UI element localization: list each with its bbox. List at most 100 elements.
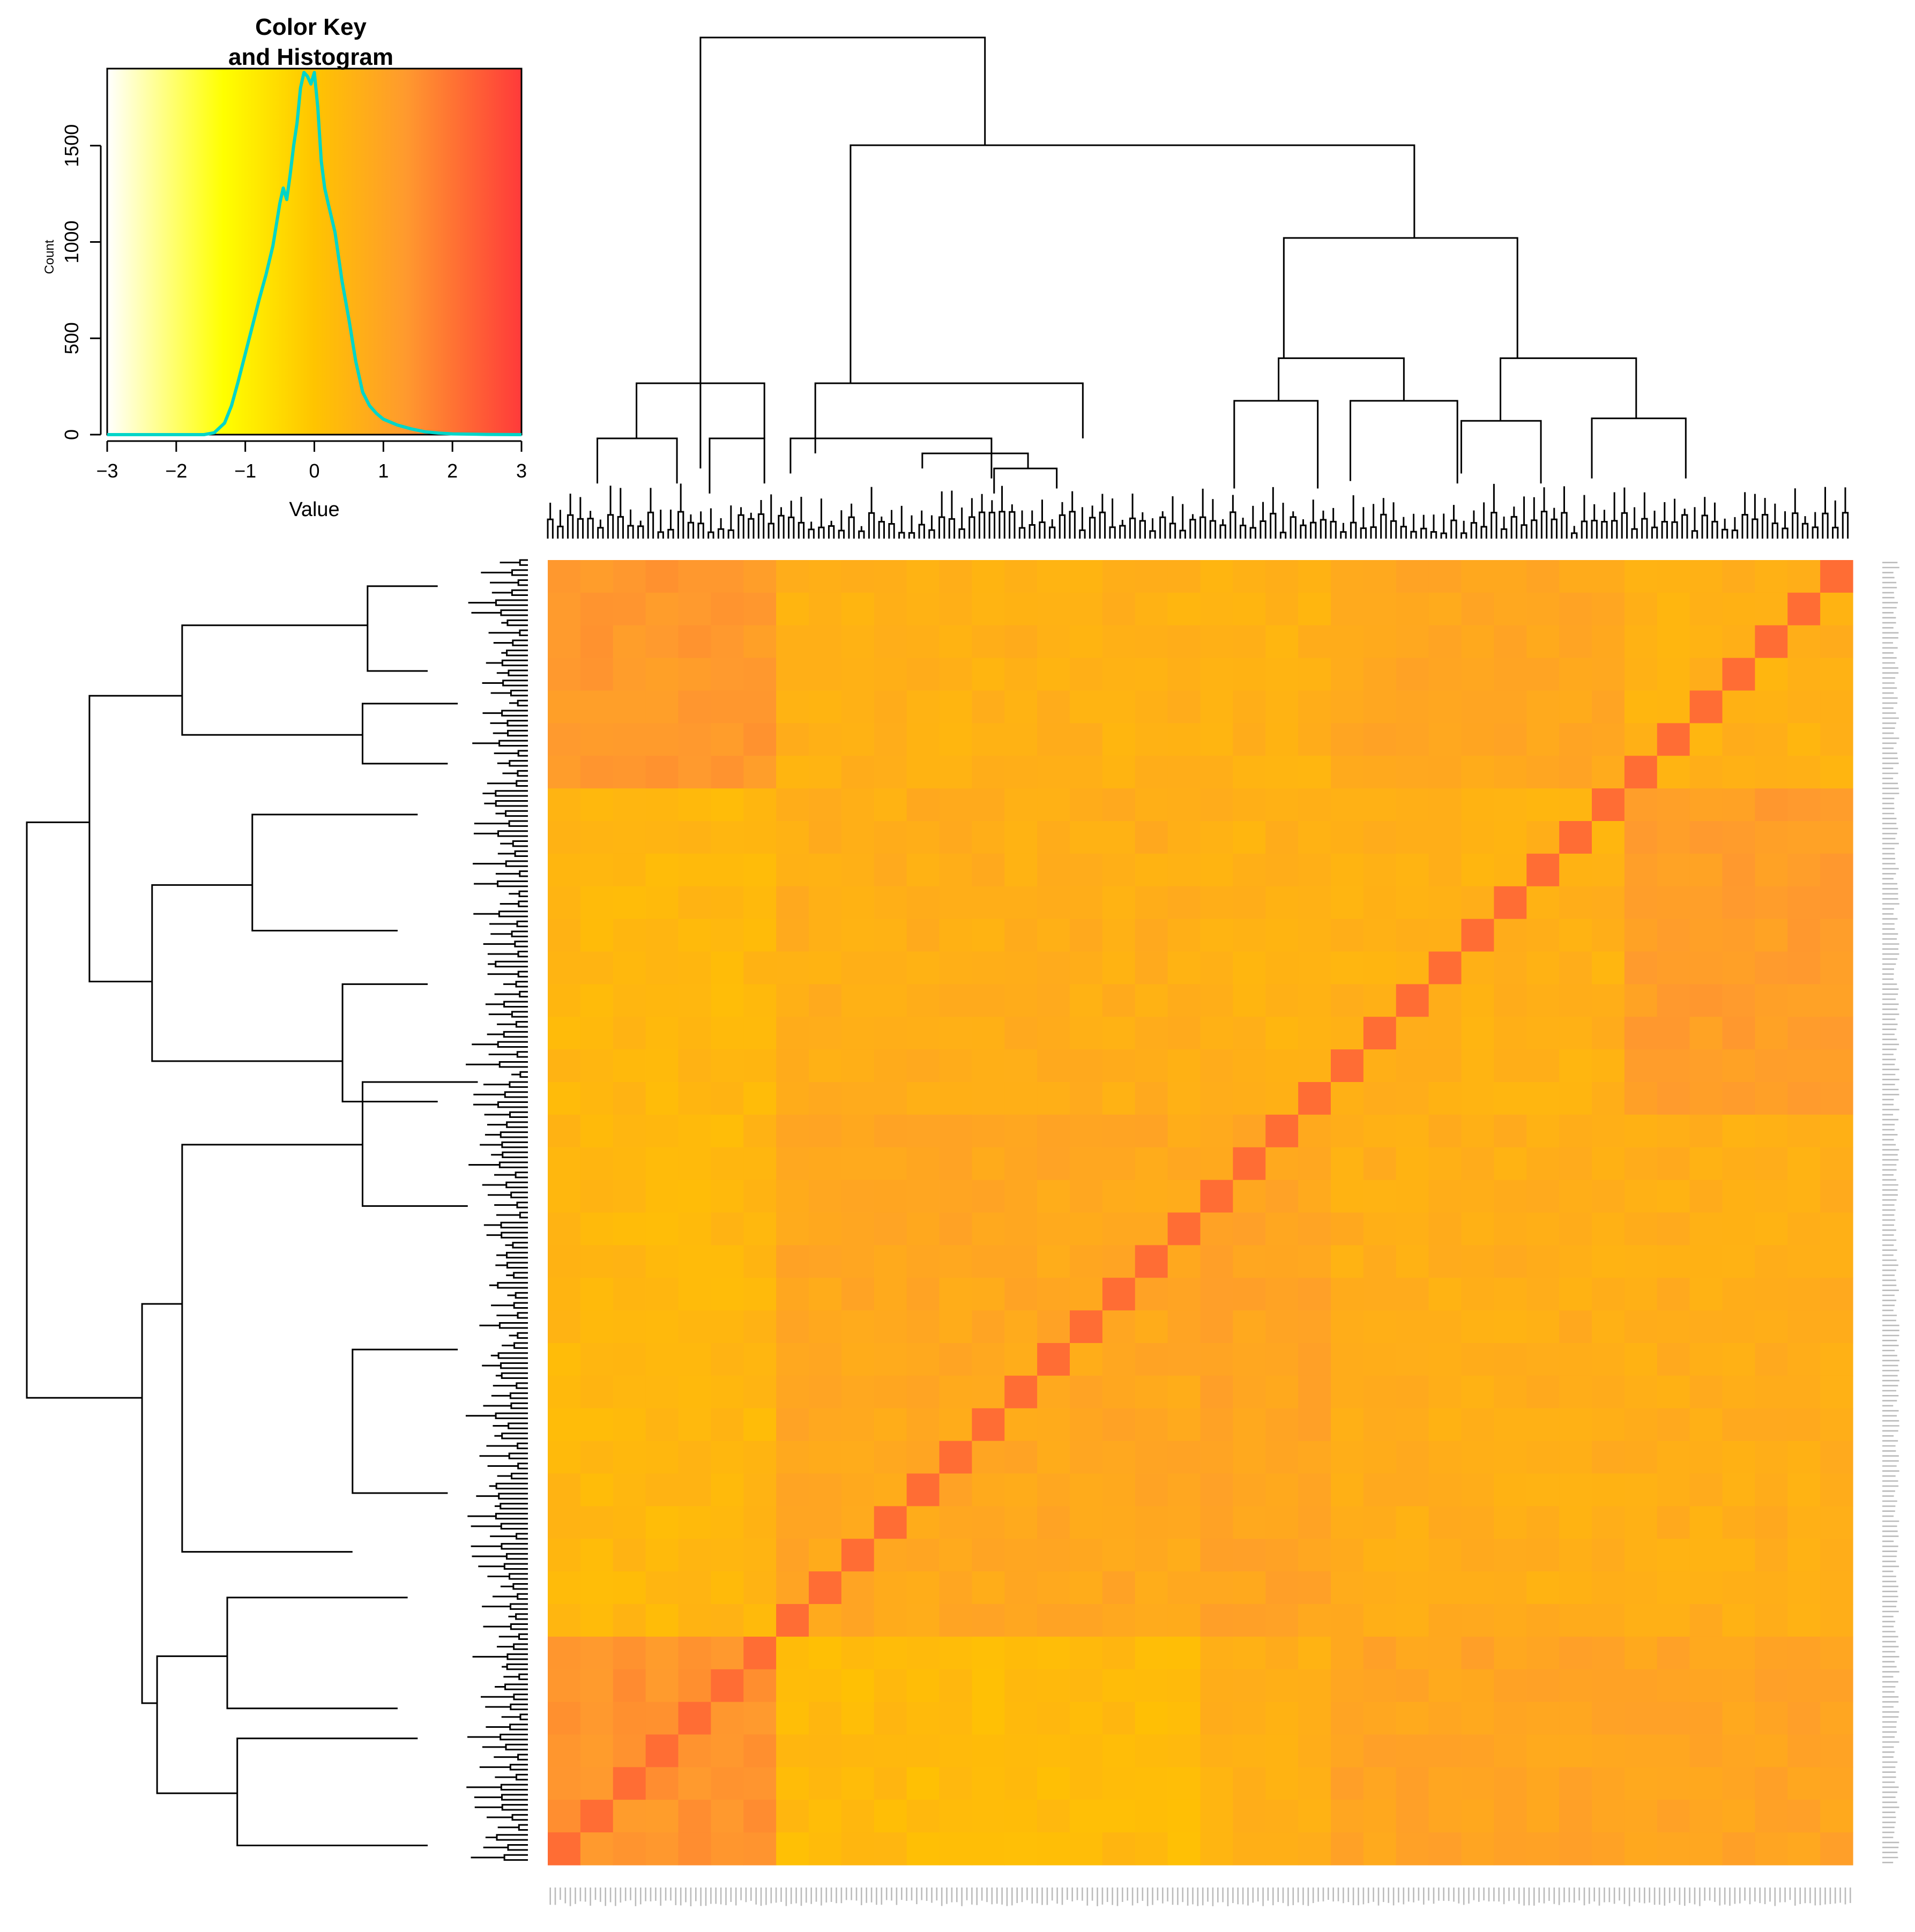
heatmap-cell <box>1102 1049 1136 1083</box>
heatmap-cell <box>972 1245 1005 1278</box>
heatmap-cell <box>1396 756 1429 789</box>
heatmap-cell <box>1037 1245 1070 1278</box>
heatmap-cell <box>1657 1571 1690 1605</box>
heatmap-cell <box>776 1114 809 1148</box>
heatmap-cell <box>1787 1310 1821 1344</box>
heatmap-cell <box>874 1767 907 1800</box>
heatmap-cell <box>776 1082 809 1115</box>
heatmap-cell <box>1363 1473 1397 1506</box>
heatmap-cell <box>1526 560 1560 593</box>
heatmap-cell <box>1200 1734 1233 1767</box>
heatmap-cell <box>1037 1473 1070 1506</box>
heatmap-cell <box>1559 1734 1592 1767</box>
heatmap-cell <box>972 1539 1005 1572</box>
heatmap-cell <box>1755 1375 1788 1409</box>
column-dendrogram-leaf <box>1551 508 1558 539</box>
heatmap-cell <box>1233 1832 1266 1866</box>
heatmap-cell <box>1331 1082 1364 1115</box>
row-dendrogram-leaf <box>500 840 528 847</box>
heatmap-cell <box>1004 853 1038 887</box>
heatmap-cell <box>939 690 972 723</box>
heatmap-cell <box>1526 1049 1560 1083</box>
heatmap-cell <box>809 1571 842 1605</box>
heatmap-cell <box>841 756 875 789</box>
heatmap-cell <box>1135 1408 1168 1442</box>
heatmap-cell <box>1233 1734 1266 1767</box>
heatmap-cell <box>1559 1636 1592 1670</box>
heatmap-cell <box>1102 1702 1136 1735</box>
heatmap-cell <box>972 821 1005 854</box>
column-dendrogram-leaf <box>1480 502 1487 539</box>
heatmap-cell <box>1233 788 1266 822</box>
row-dendrogram-leaf <box>478 1563 528 1570</box>
heatmap-cell <box>1037 592 1070 626</box>
column-dendrogram-branch <box>921 452 1029 469</box>
heatmap-cell <box>906 788 940 822</box>
heatmap-cell <box>1363 1017 1397 1050</box>
heatmap-cell <box>1624 1832 1658 1866</box>
column-dendrogram-leaf <box>1139 512 1146 539</box>
column-dendrogram-leaf <box>1461 520 1467 539</box>
heatmap-cell <box>906 1212 940 1245</box>
heatmap-cell <box>645 1506 679 1539</box>
heatmap-cell <box>1755 1604 1788 1637</box>
heatmap-cell <box>1331 821 1364 854</box>
heatmap-cell <box>1167 723 1201 756</box>
heatmap-cell <box>743 951 777 984</box>
heatmap-cell <box>1233 1114 1266 1148</box>
heatmap-cell <box>613 1669 646 1703</box>
heatmap-cell <box>1526 1245 1560 1278</box>
heatmap-cell <box>1559 853 1592 887</box>
x-tick-label: −2 <box>165 460 187 482</box>
row-dendrogram-leaf <box>495 810 528 817</box>
heatmap-cell <box>1526 984 1560 1017</box>
heatmap-cell <box>1624 1147 1658 1181</box>
heatmap-cell <box>711 1441 744 1474</box>
heatmap-cell <box>1689 853 1723 887</box>
heatmap-cell <box>1135 788 1168 822</box>
heatmap-cell <box>874 1636 907 1670</box>
heatmap-cell <box>1037 821 1070 854</box>
heatmap-cell <box>1592 1669 1625 1703</box>
heatmap-cell <box>1494 1082 1527 1115</box>
row-dendrogram-leaf <box>483 1081 528 1088</box>
heatmap-cell <box>743 821 777 854</box>
heatmap-cell <box>743 658 777 691</box>
heatmap-cell <box>939 1669 972 1703</box>
row-dendrogram-leaf <box>479 1764 528 1771</box>
heatmap-cell <box>1363 1343 1397 1376</box>
heatmap-cell <box>1331 1017 1364 1050</box>
heatmap-cell <box>743 1832 777 1866</box>
heatmap-cell <box>1559 1473 1592 1506</box>
heatmap-cell <box>1102 1375 1136 1409</box>
heatmap-cell <box>1494 1506 1527 1539</box>
row-dendrogram-leaf <box>486 1442 528 1450</box>
heatmap-cell <box>939 560 972 593</box>
column-dendrogram-leaf <box>1189 514 1196 539</box>
heatmap-cell <box>1070 1245 1103 1278</box>
heatmap-cell <box>1624 690 1658 723</box>
heatmap-cell <box>1494 560 1527 593</box>
row-dendrogram-leaf <box>490 930 528 937</box>
heatmap-cell <box>678 658 711 691</box>
heatmap-cell <box>1657 1539 1690 1572</box>
heatmap-cell <box>906 756 940 789</box>
heatmap-cell <box>743 1473 777 1506</box>
heatmap-cell <box>1037 723 1070 756</box>
row-dendrogram-leaf <box>491 1302 528 1309</box>
heatmap-cell <box>1331 690 1364 723</box>
heatmap-cell <box>776 1245 809 1278</box>
heatmap-cell <box>1037 788 1070 822</box>
column-dendrogram-leaf <box>677 483 684 539</box>
heatmap-cell <box>1363 1310 1397 1344</box>
heatmap-cell <box>972 1767 1005 1800</box>
heatmap-cell <box>580 1278 614 1311</box>
heatmap-cell <box>1494 1049 1527 1083</box>
heatmap-cell <box>1070 1669 1103 1703</box>
heatmap-cell <box>1624 951 1658 984</box>
heatmap-cell <box>776 821 809 854</box>
heatmap-cell <box>906 723 940 756</box>
heatmap-cell <box>874 984 907 1017</box>
heatmap-cell <box>1592 1539 1625 1572</box>
heatmap-cell <box>1004 1049 1038 1083</box>
